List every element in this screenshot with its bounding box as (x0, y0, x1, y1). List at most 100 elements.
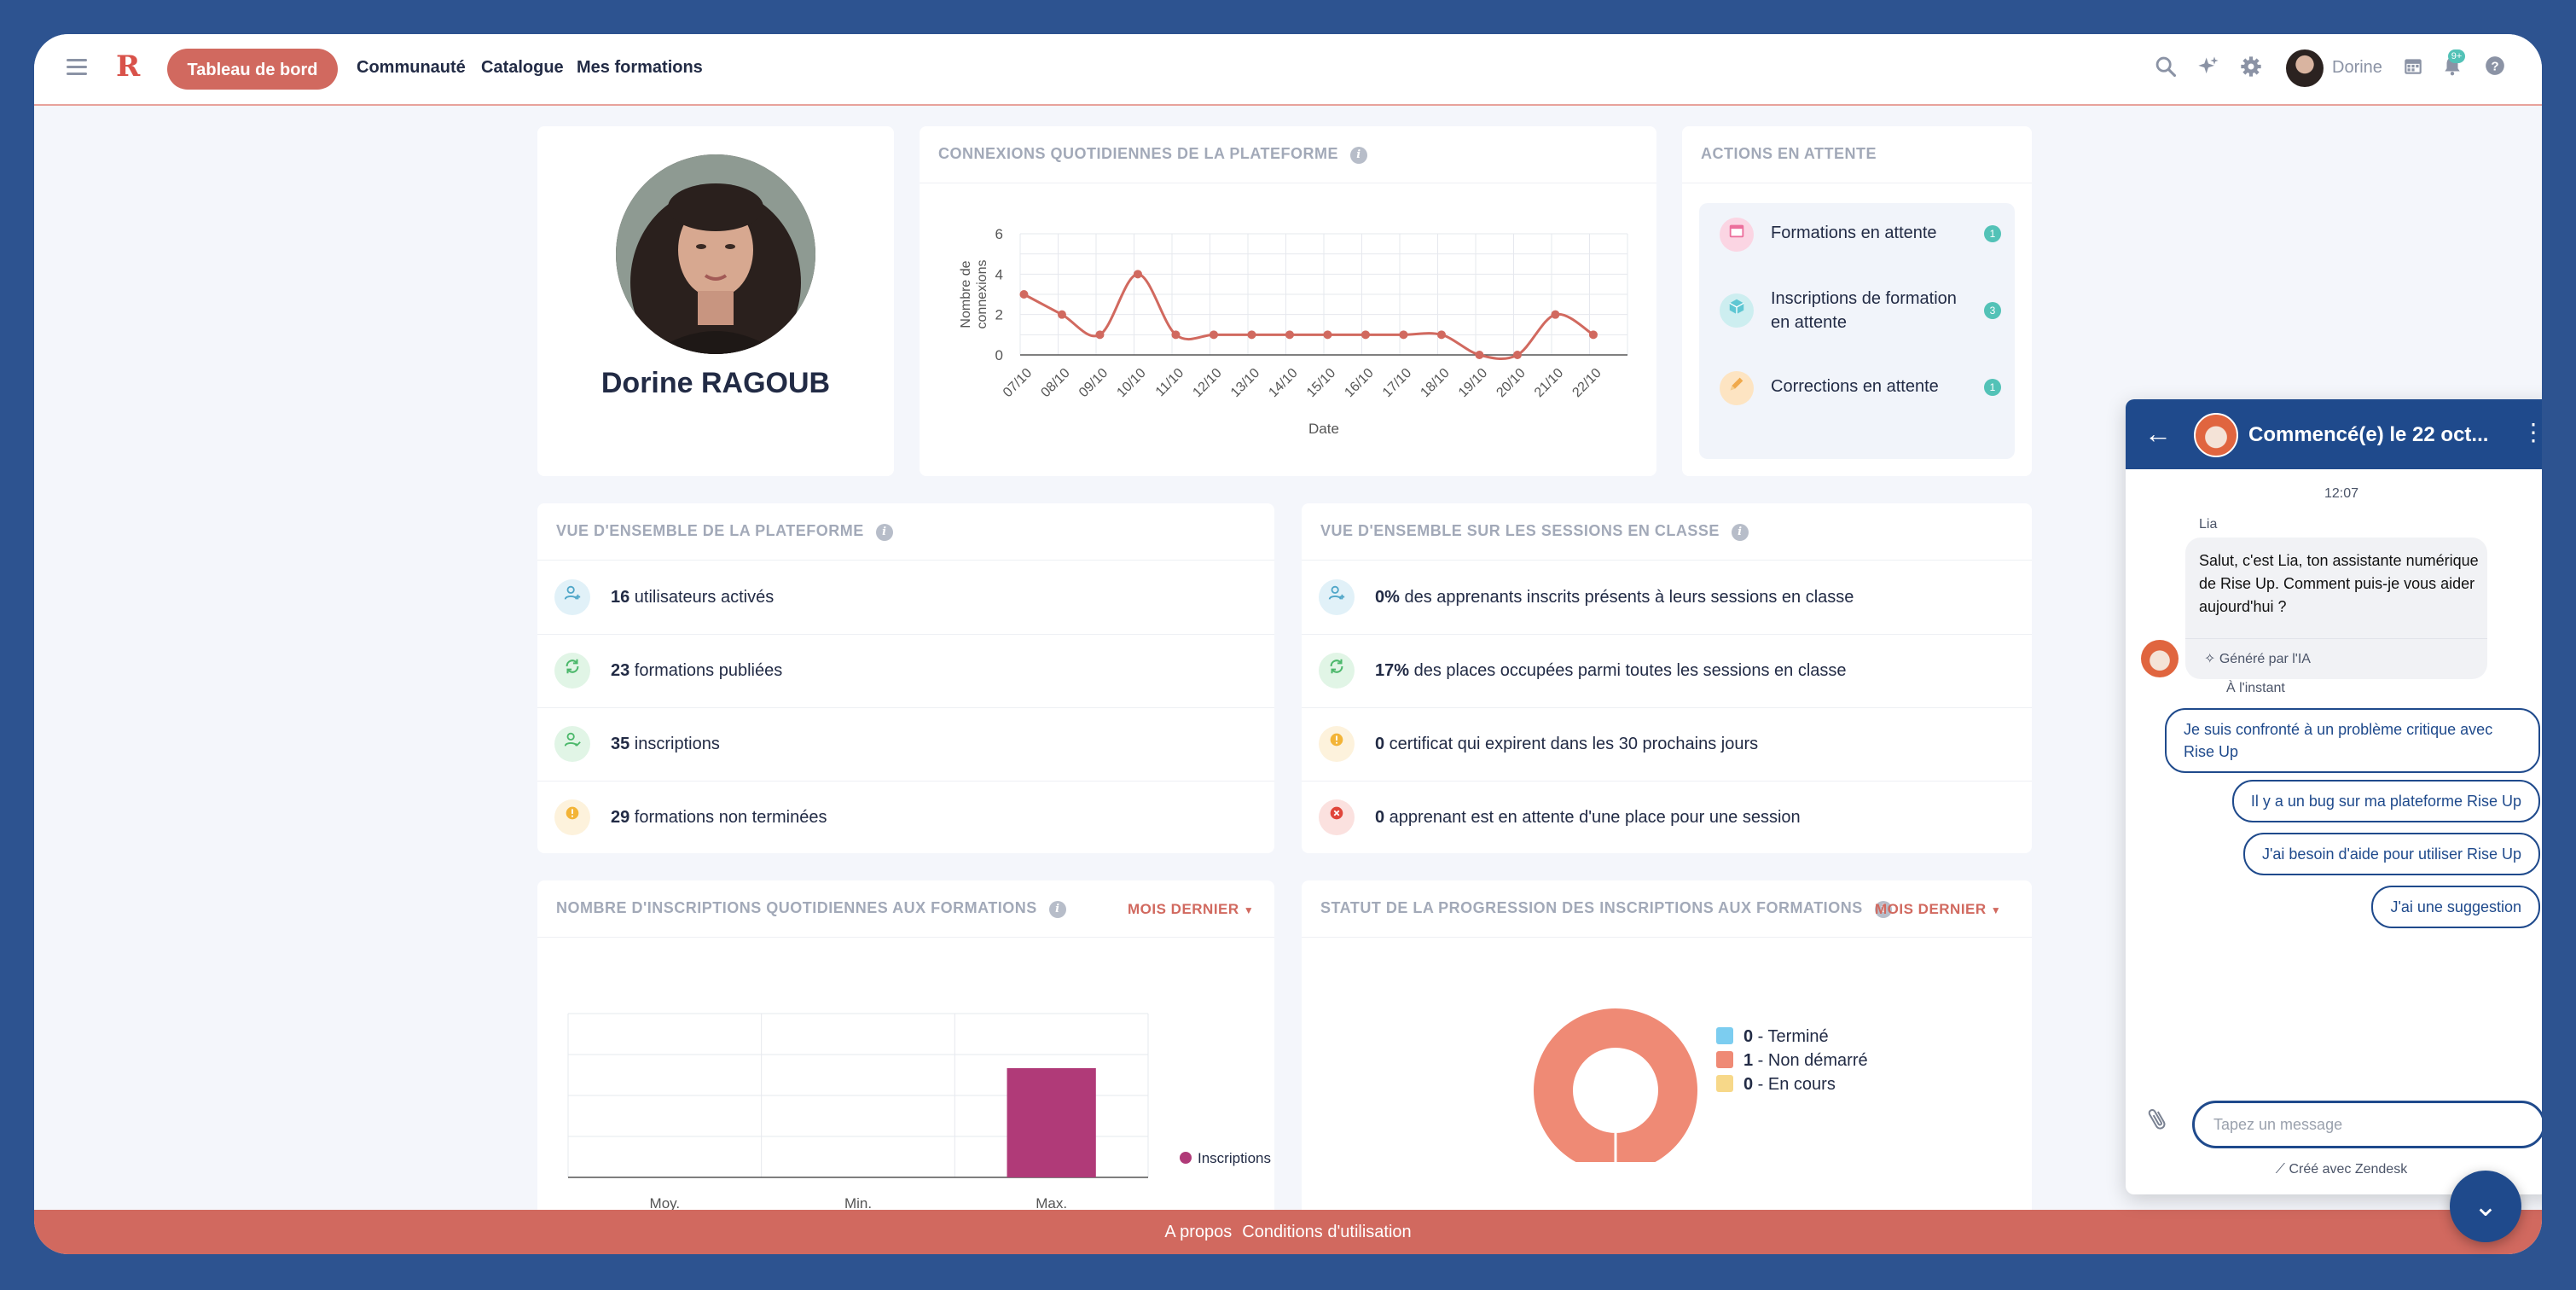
refresh-icon (1319, 653, 1355, 689)
app-frame: R Tableau de bord Communauté Catalogue M… (34, 34, 2542, 1254)
progress-donut-chart (1534, 1008, 1697, 1162)
stat-value: 29 (611, 808, 630, 827)
rise-up-logo[interactable]: R (116, 49, 141, 84)
pending-item-label: Inscriptions de formation en attente (1771, 289, 1957, 332)
nav-link-mes-formations[interactable]: Mes formations (577, 58, 703, 77)
stat-value: 23 (611, 661, 630, 680)
inscriptions-bar-chart: Moy. Min. Max. Inscriptions (567, 1013, 1271, 1212)
stat-value: 0% (1375, 588, 1400, 607)
chat-timestamp: 12:07 (2324, 486, 2359, 501)
paperclip-icon[interactable] (2143, 1103, 2175, 1141)
footer-link-about[interactable]: A propos (1164, 1223, 1233, 1241)
stat-row-waiting: 0 apprenant est en attente d'une place p… (1302, 781, 2032, 854)
sessions-overview-card: VUE D'ENSEMBLE SUR LES SESSIONS EN CLASS… (1302, 503, 2032, 853)
stat-label: certificat qui expirent dans les 30 proc… (1384, 735, 1759, 753)
stat-row-users: 16 utilisateurs activés (537, 561, 1274, 635)
pending-item-corrections[interactable]: Corrections en attente 1 (1699, 357, 2015, 416)
footer: A propos Conditions d'utilisation (34, 1210, 2542, 1254)
stat-label: formations publiées (629, 661, 783, 680)
user-avatar[interactable] (2286, 49, 2324, 87)
notification-badge: 9+ (2448, 49, 2465, 63)
y-tick-label: 2 (995, 307, 1003, 323)
x-tick-label: 22/10 (1569, 366, 1604, 400)
chat-widget: ← Commencé(e) le 22 oct... ⋮ 12:07 Lia S… (2126, 399, 2542, 1194)
data-point (1512, 351, 1522, 359)
stat-label: des apprenants inscrits présents à leurs… (1399, 588, 1854, 607)
x-tick-label: Max. (1036, 1195, 1067, 1212)
help-icon[interactable]: ? (2480, 55, 2509, 84)
data-point (1588, 330, 1598, 340)
stat-row-inscriptions: 35 inscriptions (537, 707, 1274, 782)
y-tick-label: 0 (995, 347, 1003, 363)
error-icon (1319, 799, 1355, 835)
user-name[interactable]: Dorine (2332, 58, 2382, 77)
caret-down-icon: ▼ (1990, 904, 2002, 916)
user-add-icon (1319, 579, 1355, 615)
info-icon[interactable]: i (875, 524, 893, 541)
data-point (1323, 330, 1332, 340)
data-point (1551, 310, 1560, 319)
data-point (1171, 330, 1181, 340)
pending-item-formations[interactable]: Formations en attente 1 (1699, 203, 2015, 263)
info-icon[interactable]: i (1350, 147, 1368, 164)
nav-link-communaute[interactable]: Communauté (357, 58, 466, 77)
calendar-icon[interactable] (2399, 55, 2428, 84)
suggestion-help[interactable]: J'ai besoin d'aide pour utiliser Rise Up (2242, 833, 2540, 875)
ai-generated-label: ✧ Généré par l'IA (2204, 652, 2311, 666)
x-tick-label: 19/10 (1456, 366, 1490, 400)
box-icon (1720, 293, 1754, 328)
warning-icon (1319, 726, 1355, 762)
data-point (1057, 310, 1066, 319)
zendesk-logo-icon: ⟋ (2275, 1162, 2285, 1177)
chat-message-input[interactable] (2192, 1101, 2542, 1148)
x-tick-label: Min. (844, 1195, 872, 1212)
stat-label: inscriptions (629, 735, 720, 753)
pending-actions-card: ACTIONS EN ATTENTE Formations en attente… (1682, 126, 2032, 476)
x-tick-label: 07/10 (1001, 366, 1035, 400)
menu-icon[interactable] (67, 59, 87, 76)
back-arrow-icon[interactable]: ← (2144, 418, 2172, 449)
gear-icon[interactable] (2237, 55, 2266, 84)
footer-link-terms[interactable]: Conditions d'utilisation (1242, 1223, 1412, 1241)
x-tick-label: 21/10 (1532, 366, 1566, 400)
chat-message-text: Salut, c'est Lia, ton assistante numériq… (2199, 552, 2479, 615)
suggestion-critical-problem[interactable]: Je suis confronté à un problème critique… (2165, 708, 2540, 773)
user-add-icon (554, 579, 590, 615)
data-point (1361, 330, 1370, 340)
legend-swatch (1180, 1152, 1192, 1164)
stat-value: 17% (1375, 661, 1410, 680)
more-options-icon[interactable]: ⋮ (2521, 419, 2542, 445)
suggestion-idea[interactable]: J'ai une suggestion (2371, 886, 2540, 928)
data-point (1247, 330, 1256, 340)
suggestion-bug[interactable]: Il y a un bug sur ma plateforme Rise Up (2231, 780, 2540, 822)
info-icon[interactable]: i (1731, 524, 1749, 541)
tab-tableau-de-bord[interactable]: Tableau de bord (167, 49, 338, 90)
series-line (1023, 272, 1594, 361)
legend-en-cours: 0 - En cours (1716, 1075, 1836, 1095)
profile-name: Dorine RAGOUB (600, 367, 831, 399)
search-icon[interactable] (2151, 55, 2180, 84)
chat-toggle-button[interactable]: ⌄ (2450, 1171, 2521, 1242)
info-icon[interactable]: i (1874, 901, 1892, 918)
pencil-icon (1720, 371, 1754, 405)
zendesk-credit: ⟋ Créé avec Zendesk (2275, 1162, 2408, 1177)
inscriptions-title: NOMBRE D'INSCRIPTIONS QUOTIDIENNES AUX F… (556, 899, 1066, 918)
y-axis-label: Nombre de connexions (959, 260, 989, 329)
y-tick-label: 6 (995, 226, 1003, 242)
x-tick-label: 13/10 (1228, 366, 1262, 400)
nav-link-catalogue[interactable]: Catalogue (481, 58, 564, 77)
x-tick-label: 16/10 (1342, 366, 1376, 400)
period-dropdown[interactable]: MOIS DERNIER ▼ (1128, 901, 1255, 917)
sessions-title: VUE D'ENSEMBLE SUR LES SESSIONS EN CLASS… (1320, 522, 1749, 541)
chat-title: Commencé(e) le 22 oct... (2248, 423, 2489, 446)
x-tick-label: 09/10 (1076, 366, 1111, 400)
info-icon[interactable]: i (1048, 901, 1066, 918)
legend-non-demarre: 1 - Non démarré (1716, 1051, 1868, 1071)
assistant-avatar (2194, 413, 2238, 457)
connexions-card: CONNEXIONS QUOTIDIENNES DE LA PLATEFORME… (920, 126, 1656, 476)
pending-item-inscriptions[interactable]: Inscriptions de formation en attente 3 (1699, 273, 2015, 346)
data-point (1399, 330, 1408, 340)
y-tick-label: 4 (995, 266, 1003, 282)
ai-sparkle-icon[interactable] (2194, 55, 2223, 84)
period-dropdown[interactable]: MOIS DERNIER ▼ (1875, 901, 2002, 917)
